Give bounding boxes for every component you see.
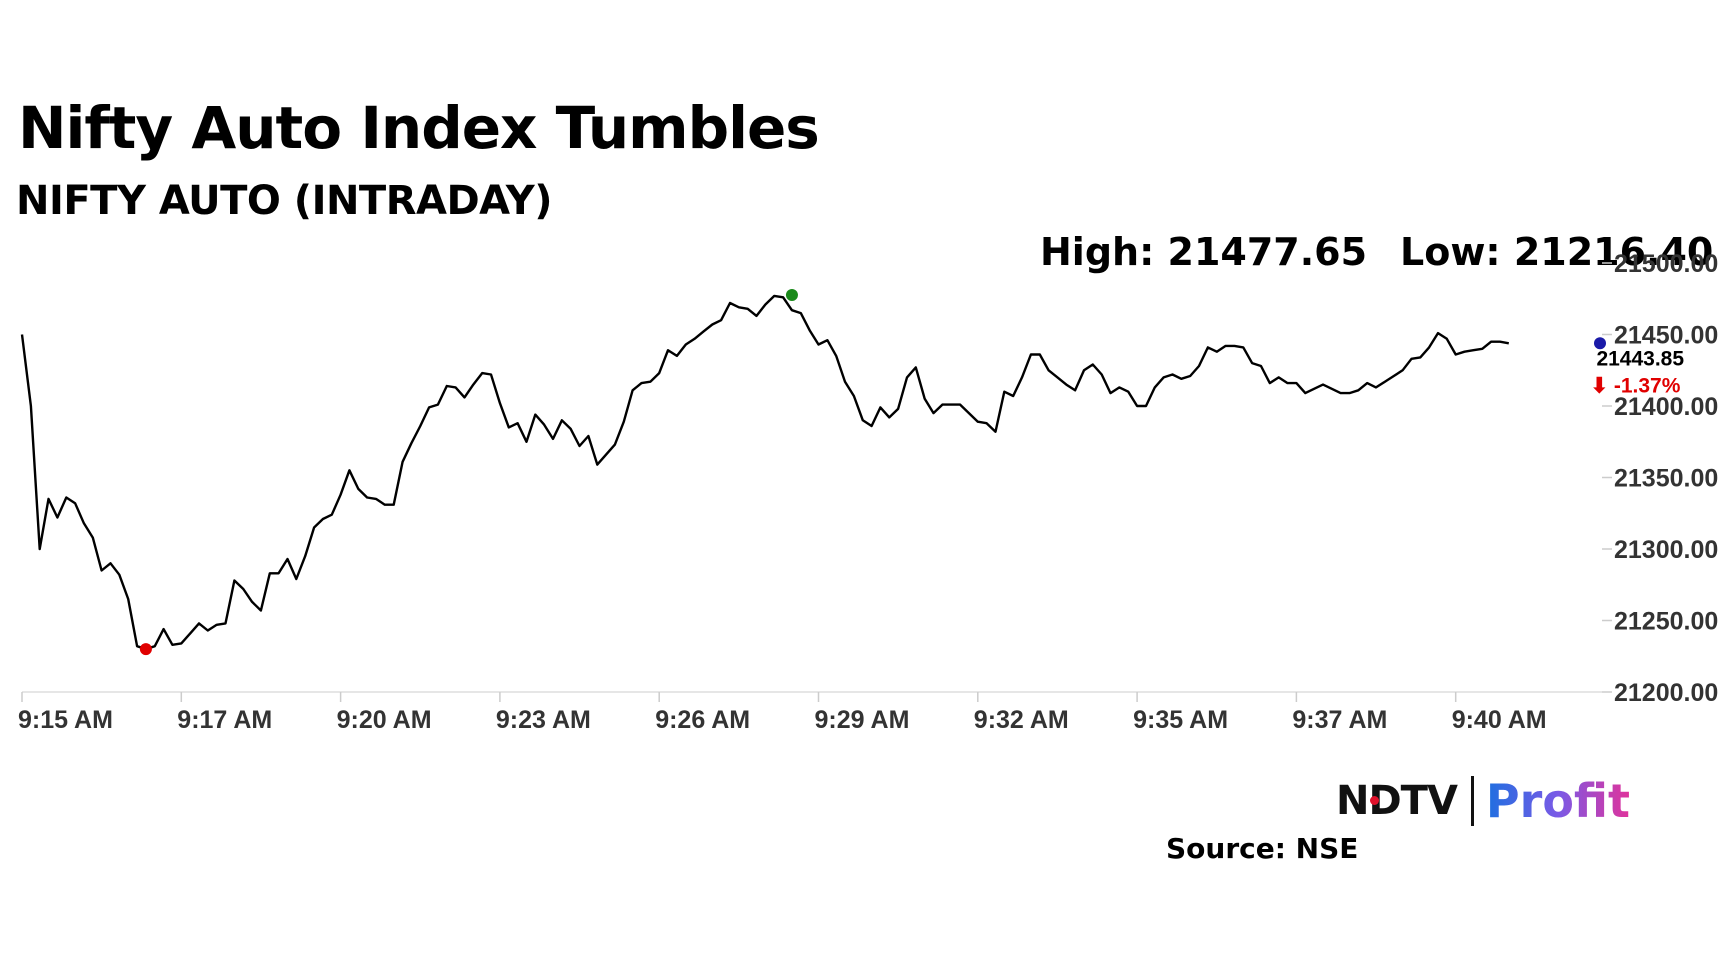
x-tick-label: 9:35 AM	[1133, 706, 1228, 734]
x-tick-label: 9:20 AM	[337, 706, 432, 734]
chart-subtitle: NIFTY AUTO (INTRADAY)	[16, 178, 553, 224]
high-point-marker	[785, 288, 798, 301]
source-note: Source: NSE	[1166, 832, 1359, 865]
high-label: High: 21477.65	[1040, 230, 1368, 274]
x-tick-label: 9:23 AM	[496, 706, 591, 734]
y-tick-label: 21400.00	[1614, 393, 1718, 421]
chart-title: Nifty Auto Index Tumbles	[18, 94, 820, 162]
x-tick-label: 9:17 AM	[177, 706, 272, 734]
last-point-marker	[1594, 337, 1606, 350]
last-change-label: ⬇ -1.37%	[1590, 374, 1680, 397]
y-tick-label: 21450.00	[1614, 322, 1718, 350]
x-tick-label: 9:32 AM	[974, 706, 1069, 734]
x-tick-label: 9:37 AM	[1292, 706, 1387, 734]
logo-ndtv-text: NDTV	[1336, 778, 1458, 824]
y-tick-label: 21350.00	[1614, 465, 1718, 493]
x-axis: 9:15 AM 9:17 AM 9:20 AM 9:23 AM 9:26 AM 9:29 …	[18, 691, 1602, 734]
y-tick-label: 21200.00	[1614, 679, 1718, 707]
y-tick-label: 21250.00	[1614, 608, 1718, 636]
series-line	[20, 294, 1510, 651]
x-tick-label: 9:40 AM	[1452, 706, 1547, 734]
logo-divider	[1470, 776, 1474, 826]
y-tick-label: 21300.00	[1614, 536, 1718, 564]
y-axis: 21200.00 21250.00 21300.00 21350.00 21400.00…	[1602, 250, 1718, 707]
low-point-marker	[139, 643, 152, 656]
x-tick-label: 9:29 AM	[815, 706, 910, 734]
low-label: Low: 21216.40	[1400, 230, 1714, 274]
y-tick-label: 21500.00	[1614, 250, 1718, 278]
ndtv-profit-logo: NDTV Profit	[1336, 774, 1630, 828]
x-tick-label: 9:26 AM	[655, 706, 750, 734]
last-value-label: 21443.85	[1596, 347, 1684, 370]
logo-profit-text: Profit	[1485, 774, 1631, 828]
logo-dot	[1370, 796, 1379, 805]
x-tick-label: 9:15 AM	[18, 706, 113, 734]
